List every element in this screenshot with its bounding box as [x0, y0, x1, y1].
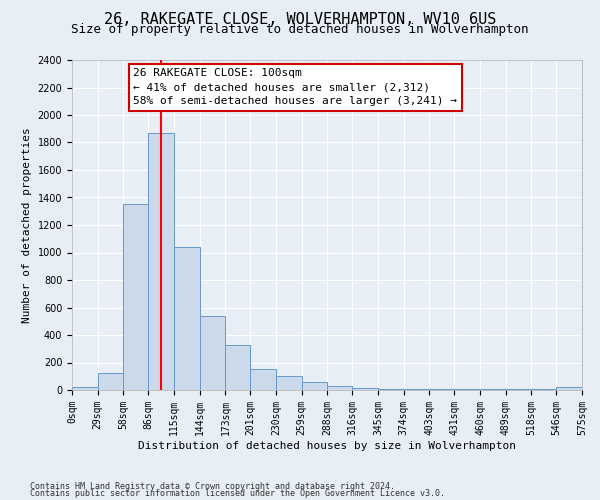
- Text: 26 RAKEGATE CLOSE: 100sqm
← 41% of detached houses are smaller (2,312)
58% of se: 26 RAKEGATE CLOSE: 100sqm ← 41% of detac…: [133, 68, 457, 106]
- Text: 26, RAKEGATE CLOSE, WOLVERHAMPTON, WV10 6US: 26, RAKEGATE CLOSE, WOLVERHAMPTON, WV10 …: [104, 12, 496, 28]
- Bar: [200, 316, 226, 390]
- Bar: [302, 382, 328, 390]
- Bar: [328, 386, 352, 390]
- Bar: [148, 133, 174, 390]
- Text: Size of property relative to detached houses in Wolverhampton: Size of property relative to detached ho…: [71, 22, 529, 36]
- Bar: [352, 388, 378, 390]
- Bar: [98, 373, 124, 390]
- Y-axis label: Number of detached properties: Number of detached properties: [22, 127, 32, 323]
- Bar: [226, 344, 250, 390]
- Bar: [276, 376, 302, 390]
- Bar: [174, 247, 200, 390]
- Bar: [250, 368, 276, 390]
- Text: Contains HM Land Registry data © Crown copyright and database right 2024.: Contains HM Land Registry data © Crown c…: [30, 482, 395, 491]
- X-axis label: Distribution of detached houses by size in Wolverhampton: Distribution of detached houses by size …: [138, 440, 516, 450]
- Bar: [556, 387, 582, 390]
- Text: Contains public sector information licensed under the Open Government Licence v3: Contains public sector information licen…: [30, 490, 445, 498]
- Bar: [124, 204, 148, 390]
- Bar: [72, 387, 98, 390]
